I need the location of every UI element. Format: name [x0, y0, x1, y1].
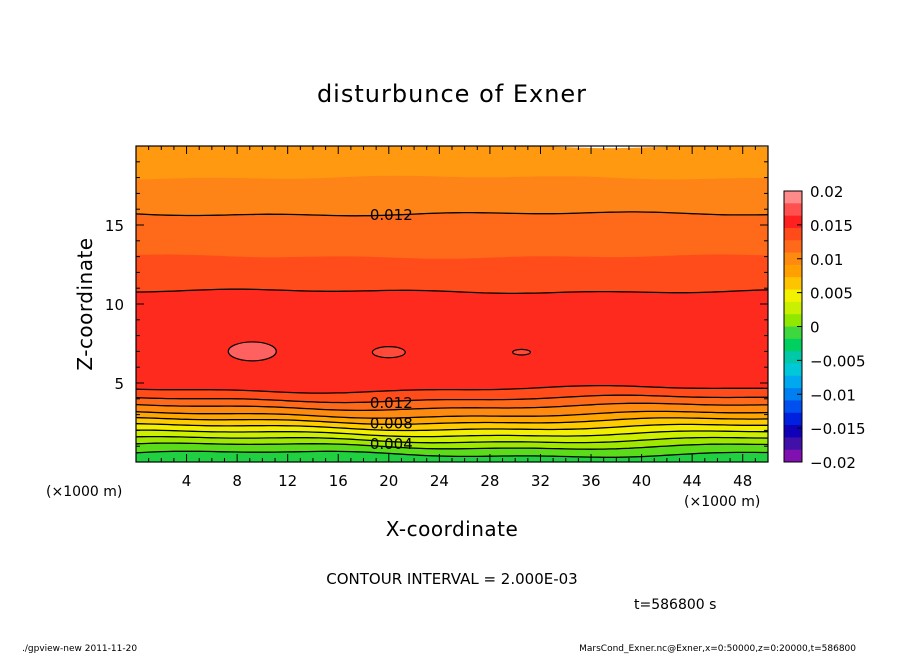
colorbar-segment	[784, 240, 802, 254]
colorbar-segment	[784, 215, 802, 229]
colorbar-tick-label: 0.015	[810, 217, 853, 235]
colorbar-segment	[784, 227, 802, 241]
contour-line	[136, 402, 768, 412]
colorbar-segment	[784, 301, 802, 315]
chart-title: disturbunce of Exner	[317, 80, 587, 108]
colorbar-segment	[784, 425, 802, 438]
y-tick-label: 15	[105, 217, 124, 235]
colorbar-tick-label: 0.005	[810, 285, 853, 303]
colorbar-segment	[784, 363, 802, 377]
colorbar-segment	[784, 289, 802, 303]
colorbar-tick-label: −0.02	[810, 454, 856, 472]
colorbar-segment	[784, 252, 802, 266]
x-tick-label: 16	[329, 472, 348, 490]
contour-high	[512, 348, 531, 356]
x-tick-label: 44	[683, 472, 702, 490]
contour-line	[136, 384, 768, 394]
colorbar-segment	[784, 449, 802, 463]
colorbar-segment	[784, 388, 802, 401]
colorbar: 0.02 0.015 0.01 0.005 0 −0.005 −0.01 −0.015 −0.0…	[783, 183, 866, 472]
y-tick-label: 5	[114, 375, 124, 393]
contour-high	[227, 341, 277, 362]
time-text: t=586800 s	[634, 597, 716, 613]
x-tick-label: 8	[232, 472, 242, 490]
contour-line	[136, 423, 768, 432]
y-axis-label: Z-coordinate	[73, 237, 97, 370]
colorbar-tick-label: −0.015	[810, 420, 866, 438]
colorbar-segment	[784, 326, 802, 340]
x-tick-label: 4	[182, 472, 192, 490]
colorbar-segment	[784, 338, 802, 352]
colorbar-tick-label: −0.005	[810, 352, 866, 370]
x-tick-label: 36	[581, 472, 600, 490]
x-tick-label: 20	[379, 472, 398, 490]
contour-line	[136, 394, 768, 404]
colorbar-segment	[784, 264, 802, 278]
colorbar-segment	[784, 437, 802, 451]
colorbar-segment	[784, 412, 802, 426]
contour-line	[136, 442, 768, 450]
contour-interval-text: CONTOUR INTERVAL = 2.000E-03	[326, 570, 577, 588]
colorbar-tick-label: 0.02	[810, 183, 843, 201]
colorbar-segment	[784, 277, 802, 291]
footer-right: MarsCond_Exner.nc@Exner,x=0:50000,z=0:20…	[579, 644, 856, 654]
x-tick-label: 32	[531, 472, 550, 490]
x-unit-label-right: (×1000 m)	[684, 494, 760, 510]
colorbar-segment	[784, 351, 802, 364]
y-tick-label: 10	[105, 296, 124, 314]
colorbar-tick-label: 0.01	[810, 251, 843, 269]
x-tick-label: 40	[632, 472, 651, 490]
contour-label: 0.004	[370, 435, 413, 453]
contour-high	[371, 346, 406, 359]
x-unit-label-left: (×1000 m)	[46, 484, 122, 500]
colorbar-segment	[784, 400, 802, 414]
x-tick-label: 48	[733, 472, 752, 490]
contour-label: 0.008	[370, 415, 413, 433]
contour-line	[136, 450, 768, 458]
contour-line	[136, 288, 768, 295]
colorbar-segment	[784, 375, 802, 389]
contour-line	[136, 416, 768, 425]
x-tick-label: 28	[480, 472, 499, 490]
contour-line	[136, 410, 768, 419]
colorbar-segment	[784, 191, 802, 204]
colorbar-segment	[784, 314, 802, 327]
contour-line	[136, 435, 768, 444]
x-tick-label: 24	[430, 472, 449, 490]
colorbar-tick-label: 0	[810, 319, 820, 337]
contour-label: 0.012	[370, 206, 413, 224]
x-axis-label: X-coordinate	[386, 517, 519, 541]
contour-line	[136, 429, 768, 438]
footer-left: ./gpview-new 2011-11-20	[22, 644, 137, 654]
x-tick-label: 12	[278, 472, 297, 490]
contour-line	[136, 211, 768, 217]
colorbar-segment	[784, 203, 802, 217]
colorbar-tick-label: −0.01	[810, 386, 856, 404]
contour-label: 0.012	[370, 394, 413, 412]
